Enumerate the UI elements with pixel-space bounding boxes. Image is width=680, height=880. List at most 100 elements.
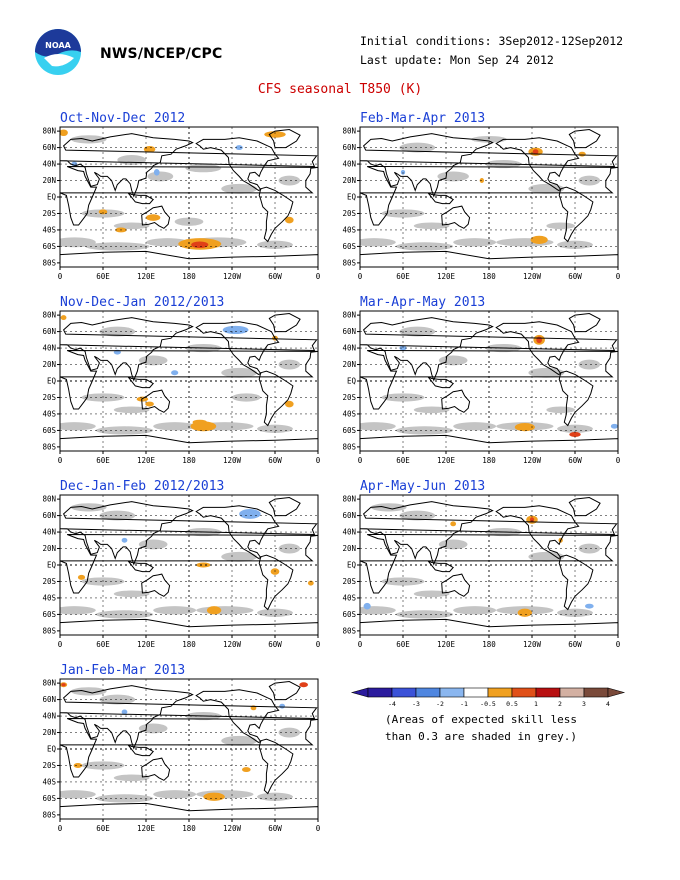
- coastline: [127, 376, 154, 389]
- lat-tick-label: 60S: [342, 426, 356, 435]
- coastline: [141, 573, 171, 597]
- lat-tick-label: 20N: [342, 176, 356, 185]
- grey-anomaly-region: [360, 422, 396, 431]
- lon-tick-label: 60W: [268, 456, 282, 465]
- coastline: [441, 205, 471, 229]
- lon-tick-label: 0: [316, 824, 321, 833]
- map-panel-mam: 80N 60N 40N 20N EQ 20S 40S 60S 80S 0 60E 120E 180 120…: [336, 310, 621, 471]
- coastline: [195, 321, 280, 375]
- panel-title-ndj: Nov-Dec-Jan 2012/2013: [60, 295, 225, 310]
- coastline: [441, 389, 471, 413]
- orange-anomaly-region: [450, 521, 457, 527]
- grey-anomaly-region: [221, 735, 258, 746]
- lat-tick-label: 40S: [42, 777, 56, 786]
- lat-tick-label: 60N: [42, 327, 56, 336]
- coastline: [427, 192, 454, 205]
- lat-tick-label: 60S: [42, 794, 56, 803]
- coastline: [268, 128, 301, 149]
- lat-tick-label: EQ: [47, 193, 57, 202]
- red-anomaly-region: [299, 682, 308, 688]
- lat-tick-label: 80N: [342, 311, 356, 320]
- grey-anomaly-region: [370, 503, 407, 512]
- lat-tick-label: 80N: [42, 311, 56, 320]
- coastline: [60, 133, 318, 198]
- colorbar-tick-label: 2: [558, 700, 562, 708]
- grey-anomaly-region: [395, 610, 454, 619]
- last-update: Last update: Mon Sep 24 2012: [360, 53, 554, 67]
- panel-title-amj: Apr-May-Jun 2013: [360, 479, 486, 494]
- lon-tick-label: 0: [316, 640, 321, 649]
- colorbar-tick-label: -0.5: [480, 700, 496, 708]
- lon-tick-label: 60E: [396, 640, 410, 649]
- orange-anomaly-region: [242, 767, 251, 773]
- blue-anomaly-region: [363, 602, 371, 610]
- lon-tick-label: 0: [316, 456, 321, 465]
- grey-anomaly-region: [453, 238, 497, 247]
- orange-anomaly-region: [517, 608, 532, 617]
- lat-tick-label: 80N: [42, 127, 56, 136]
- blue-anomaly-region: [610, 423, 618, 429]
- blue-anomaly-region: [171, 370, 179, 376]
- lat-tick-label: 20S: [342, 209, 356, 218]
- grey-anomaly-region: [153, 606, 197, 615]
- grey-anomaly-region: [221, 551, 258, 562]
- lat-tick-label: 40N: [42, 712, 56, 721]
- map-panel-jfm: 80N 60N 40N 20N EQ 20S 40S 60S 80S 0 60E 120E 180 120…: [36, 678, 321, 839]
- grey-anomaly-region: [196, 606, 254, 615]
- coastline: [360, 166, 618, 226]
- panel-title-ond: Oct-Nov-Dec 2012: [60, 111, 186, 126]
- lat-tick-label: 60S: [42, 426, 56, 435]
- orange-anomaly-region: [203, 792, 225, 801]
- grey-anomaly-region: [438, 355, 468, 366]
- lon-tick-label: 120W: [223, 456, 242, 465]
- grey-anomaly-region: [138, 539, 168, 550]
- orange-anomaly-region: [264, 131, 286, 138]
- lon-tick-label: 180: [182, 640, 196, 649]
- orange-anomaly-region: [98, 209, 108, 215]
- grey-anomaly-region: [438, 539, 468, 550]
- lat-tick-label: 80N: [42, 679, 56, 688]
- lat-tick-label: 40N: [42, 160, 56, 169]
- grey-anomaly-region: [453, 606, 497, 615]
- colorbar-arrow-right: [607, 687, 626, 698]
- colorbar-swatch: [415, 687, 441, 698]
- grey-anomaly-region: [185, 164, 222, 173]
- colorbar-swatch: [439, 687, 465, 698]
- lat-tick-label: 20S: [42, 393, 56, 402]
- lon-tick-label: 180: [182, 272, 196, 281]
- colorbar-swatch: [511, 687, 537, 698]
- grey-anomaly-region: [60, 422, 96, 431]
- map-panel-amj: 80N 60N 40N 20N EQ 20S 40S 60S 80S 0 60E 120E 180 120…: [336, 494, 621, 655]
- coastline: [141, 389, 171, 413]
- grey-anomaly-region: [557, 240, 593, 249]
- lon-tick-label: 0: [58, 824, 63, 833]
- lat-tick-label: EQ: [47, 377, 57, 386]
- lat-tick-label: 80N: [342, 127, 356, 136]
- lon-tick-label: 60E: [396, 272, 410, 281]
- colorbar-tick-label: -4: [388, 700, 396, 708]
- lon-tick-label: 120E: [437, 640, 456, 649]
- colorbar-swatch: [487, 687, 513, 698]
- orange-anomaly-region: [206, 606, 222, 615]
- grey-anomaly-region: [360, 606, 396, 615]
- grey-anomaly-region: [60, 606, 96, 615]
- lat-tick-label: 60N: [42, 143, 56, 152]
- lat-tick-label: 20S: [42, 761, 56, 770]
- lat-tick-label: 80S: [42, 258, 56, 267]
- lat-tick-label: 40N: [342, 160, 356, 169]
- lat-tick-label: 80S: [42, 626, 56, 635]
- grey-anomaly-region: [399, 142, 436, 153]
- lat-tick-label: 40S: [342, 225, 356, 234]
- coastline: [568, 128, 601, 149]
- coastline: [141, 757, 171, 781]
- blue-anomaly-region: [249, 510, 258, 516]
- lon-tick-label: 60W: [268, 640, 282, 649]
- orange-anomaly-region: [73, 763, 83, 768]
- lon-tick-label: 120E: [437, 272, 456, 281]
- grey-anomaly-region: [147, 171, 174, 182]
- lat-tick-label: 60S: [342, 610, 356, 619]
- lat-tick-label: 40N: [42, 528, 56, 537]
- initial-conditions: Initial conditions: 3Sep2012-12Sep2012: [360, 34, 624, 48]
